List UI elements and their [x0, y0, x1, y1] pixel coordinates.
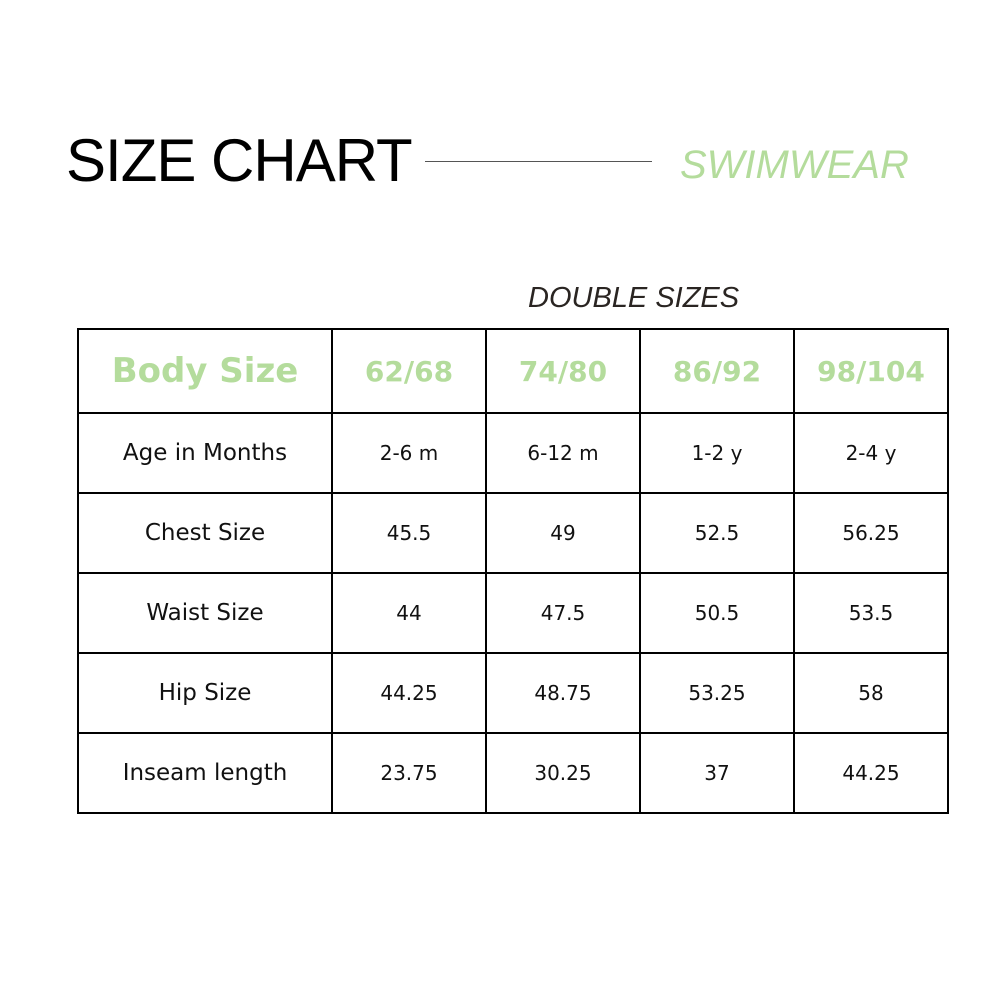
row-label: Body Size [77, 328, 333, 414]
table-cell: 47.5 [485, 572, 641, 654]
table-row: Hip Size 44.25 48.75 53.25 58 [77, 652, 949, 734]
table-cell: 53.25 [639, 652, 795, 734]
table-cell: 48.75 [485, 652, 641, 734]
table-cell: 74/80 [485, 328, 641, 414]
table-cell: 23.75 [331, 732, 487, 814]
table-cell: 49 [485, 492, 641, 574]
table-cell: 44.25 [331, 652, 487, 734]
table-cell: 56.25 [793, 492, 949, 574]
table-cell: 86/92 [639, 328, 795, 414]
table-cell: 58 [793, 652, 949, 734]
table-cell: 53.5 [793, 572, 949, 654]
table-cell: 45.5 [331, 492, 487, 574]
table-cell: 30.25 [485, 732, 641, 814]
table-cell: 6-12 m [485, 412, 641, 494]
table-row: Waist Size 44 47.5 50.5 53.5 [77, 572, 949, 654]
table-cell: 44.25 [793, 732, 949, 814]
table-row: Age in Months 2-6 m 6-12 m 1-2 y 2-4 y [77, 412, 949, 494]
table-cell: 62/68 [331, 328, 487, 414]
table-cell: 2-4 y [793, 412, 949, 494]
table-cell: 1-2 y [639, 412, 795, 494]
page-title: SIZE CHART [66, 127, 413, 194]
section-label: DOUBLE SIZES [528, 282, 740, 314]
row-label: Inseam length [77, 732, 333, 814]
row-label: Waist Size [77, 572, 333, 654]
table-row: Inseam length 23.75 30.25 37 44.25 [77, 732, 949, 814]
table-cell: 37 [639, 732, 795, 814]
table-cell: 2-6 m [331, 412, 487, 494]
table-cell: 98/104 [793, 328, 949, 414]
title-divider [425, 161, 652, 162]
row-label: Chest Size [77, 492, 333, 574]
row-label: Age in Months [77, 412, 333, 494]
row-label: Hip Size [77, 652, 333, 734]
table-cell: 50.5 [639, 572, 795, 654]
header-row: Body Size 62/68 74/80 86/92 98/104 [77, 328, 949, 414]
table-cell: 52.5 [639, 492, 795, 574]
size-table: Body Size 62/68 74/80 86/92 98/104 Age in Mon… [77, 328, 949, 814]
table-cell: 44 [331, 572, 487, 654]
table-row: Chest Size 45.5 49 52.5 56.25 [77, 492, 949, 574]
category-label: SWIMWEAR [680, 143, 909, 187]
